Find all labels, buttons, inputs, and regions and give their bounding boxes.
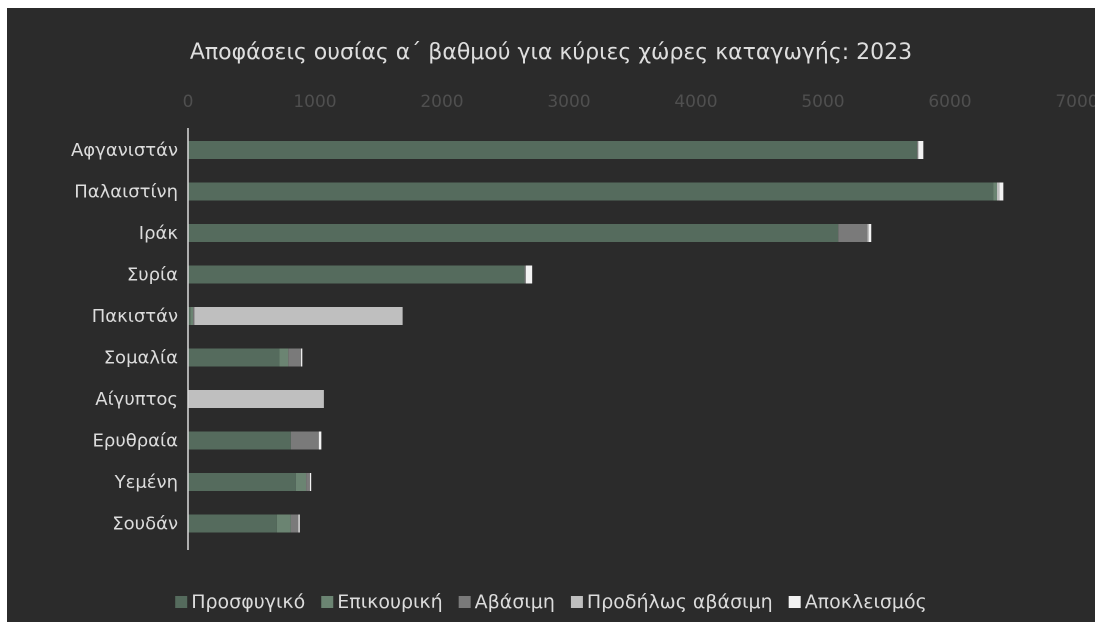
bar-segment [996,182,1000,201]
bars-group [188,141,1004,533]
legend: Προσφυγικό Επικουρική Αβάσιμη Προδήλως αβάσ… [175,591,927,613]
bar-segment [295,473,307,491]
legend-swatch [175,596,188,608]
bar-segment [309,473,312,491]
bar-segment [868,224,872,242]
bar-segment [188,307,191,325]
x-tick-label: 6000 [928,92,971,112]
category-label: Ιράκ [139,223,179,244]
x-tick-label: 0 [183,92,194,112]
bar-segment [993,182,997,201]
bar-segment [194,307,403,325]
bar-segment [188,514,277,533]
bar-segment [188,473,296,491]
bar-segment [188,182,994,201]
legend-item: Προδήλως αβάσιμη [570,591,773,613]
legend-item: Αβάσιμη [458,591,555,613]
chart-title: Αποφάσεις ουσίας α΄ βαθμού για κύριες χώ… [190,40,912,65]
bar-segment [290,431,319,450]
legend-label: Προδήλως αβάσιμη [587,591,773,613]
bar-segment [279,348,289,367]
bar-segment [288,348,302,367]
bar-segment [193,307,195,325]
chart-svg: Αποφάσεις ουσίας α΄ βαθμού για κύριες χώ… [71,40,1095,613]
bar-segment [525,265,533,284]
category-label: Παλαιστίνη [74,182,178,203]
legend-item: Αποκλεισμός [788,591,927,613]
category-label: Σομαλία [104,348,178,369]
bar-segment [190,307,194,325]
legend-swatch [458,596,471,608]
legend-item: Προσφυγικό [175,591,305,613]
bar-segment [301,348,303,367]
legend-label: Αβάσιμη [475,591,555,613]
x-tick-label: 5000 [801,92,844,112]
x-tick-label: 7000 [1055,92,1095,112]
category-label: Ερυθραία [93,431,178,452]
legend-item: Επικουρική [321,591,443,613]
category-labels: Αφγανιστάν Παλαιστίνη Ιράκ Συρία Πακιστάν Σομ… [71,140,178,535]
bar-segment [188,348,280,367]
legend-label: Προσφυγικό [191,591,305,613]
bar-segment [188,224,839,242]
legend-swatch [788,596,801,608]
category-label: Πακιστάν [92,306,178,327]
legend-swatch [321,596,334,608]
bar-segment [999,182,1004,201]
legend-label: Αποκλεισμός [805,591,927,613]
bar-segment [188,265,525,284]
legend-swatch [570,596,583,608]
category-label: Συρία [127,265,178,286]
category-label: Αφγανιστάν [71,140,178,161]
bar-segment [276,514,291,533]
chart-frame: Αποφάσεις ουσίας α΄ βαθμού για κύριες χώ… [7,8,1095,622]
category-label: Υεμένη [114,472,178,493]
bar-segment [867,224,869,242]
bar-segment [290,514,299,533]
legend-label: Επικουρική [337,591,442,613]
x-tick-label: 1000 [293,92,336,112]
bar-segment [318,431,322,450]
bar-segment [838,224,868,242]
x-tick-label: 4000 [674,92,717,112]
bar-segment [298,514,300,533]
bar-segment [188,431,291,450]
x-tick-label: 3000 [547,92,590,112]
category-label: Σουδάν [112,514,178,535]
bar-segment [918,141,924,159]
x-tick-label: 2000 [420,92,463,112]
bar-segment [188,141,917,159]
bar-segment [306,473,310,491]
bar-segment [524,265,526,284]
x-axis-ticks: 0 1000 2000 3000 4000 5000 6000 7000 [183,92,1095,112]
bar-segment [188,390,324,408]
bar-segment [916,141,919,159]
category-label: Αίγυπτος [95,389,178,410]
